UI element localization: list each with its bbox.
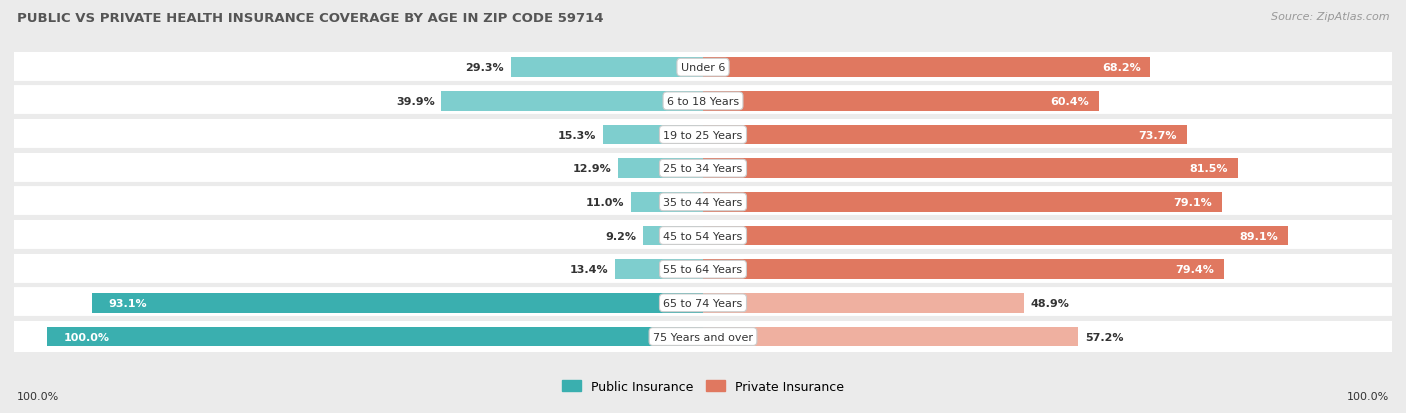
Bar bbox=[14, 153, 1392, 184]
Bar bbox=[46, 327, 703, 347]
Text: 29.3%: 29.3% bbox=[465, 63, 505, 73]
Bar bbox=[703, 192, 1222, 212]
Text: 39.9%: 39.9% bbox=[396, 97, 434, 107]
Bar bbox=[441, 92, 703, 112]
Bar bbox=[14, 321, 1392, 352]
Text: 6 to 18 Years: 6 to 18 Years bbox=[666, 97, 740, 107]
Bar bbox=[14, 254, 1392, 285]
Text: 68.2%: 68.2% bbox=[1102, 63, 1140, 73]
Text: Under 6: Under 6 bbox=[681, 63, 725, 73]
Text: 25 to 34 Years: 25 to 34 Years bbox=[664, 164, 742, 174]
Text: 55 to 64 Years: 55 to 64 Years bbox=[664, 265, 742, 275]
Bar bbox=[631, 192, 703, 212]
Bar bbox=[510, 58, 703, 78]
Bar bbox=[703, 226, 1288, 246]
Bar bbox=[643, 226, 703, 246]
Legend: Public Insurance, Private Insurance: Public Insurance, Private Insurance bbox=[557, 375, 849, 398]
Text: 60.4%: 60.4% bbox=[1050, 97, 1090, 107]
Text: 65 to 74 Years: 65 to 74 Years bbox=[664, 298, 742, 308]
Text: 73.7%: 73.7% bbox=[1139, 130, 1177, 140]
Bar bbox=[14, 288, 1392, 318]
Bar bbox=[14, 221, 1392, 252]
Text: 13.4%: 13.4% bbox=[569, 265, 609, 275]
Text: 100.0%: 100.0% bbox=[17, 391, 59, 401]
Text: 9.2%: 9.2% bbox=[605, 231, 636, 241]
Text: 45 to 54 Years: 45 to 54 Years bbox=[664, 231, 742, 241]
Bar bbox=[14, 187, 1392, 218]
Text: 81.5%: 81.5% bbox=[1189, 164, 1227, 174]
Bar bbox=[614, 260, 703, 279]
Text: 11.0%: 11.0% bbox=[586, 197, 624, 207]
Text: Source: ZipAtlas.com: Source: ZipAtlas.com bbox=[1271, 12, 1389, 22]
Text: 48.9%: 48.9% bbox=[1031, 298, 1070, 308]
Text: 12.9%: 12.9% bbox=[574, 164, 612, 174]
Text: 79.1%: 79.1% bbox=[1174, 197, 1212, 207]
Text: 100.0%: 100.0% bbox=[63, 332, 110, 342]
Text: 89.1%: 89.1% bbox=[1239, 231, 1278, 241]
Bar bbox=[703, 58, 1150, 78]
Bar bbox=[93, 293, 703, 313]
Bar bbox=[14, 120, 1392, 151]
Text: 75 Years and over: 75 Years and over bbox=[652, 332, 754, 342]
Bar bbox=[14, 52, 1392, 83]
Text: 35 to 44 Years: 35 to 44 Years bbox=[664, 197, 742, 207]
Text: PUBLIC VS PRIVATE HEALTH INSURANCE COVERAGE BY AGE IN ZIP CODE 59714: PUBLIC VS PRIVATE HEALTH INSURANCE COVER… bbox=[17, 12, 603, 25]
Bar bbox=[14, 86, 1392, 117]
Text: 19 to 25 Years: 19 to 25 Years bbox=[664, 130, 742, 140]
Bar bbox=[703, 126, 1187, 145]
Text: 93.1%: 93.1% bbox=[108, 298, 148, 308]
Bar bbox=[619, 159, 703, 178]
Bar bbox=[703, 293, 1024, 313]
Text: 79.4%: 79.4% bbox=[1175, 265, 1215, 275]
Bar bbox=[703, 260, 1225, 279]
Bar bbox=[703, 159, 1237, 178]
Bar bbox=[703, 92, 1099, 112]
Text: 100.0%: 100.0% bbox=[1347, 391, 1389, 401]
Bar bbox=[603, 126, 703, 145]
Bar bbox=[703, 327, 1078, 347]
Text: 57.2%: 57.2% bbox=[1085, 332, 1123, 342]
Text: 15.3%: 15.3% bbox=[558, 130, 596, 140]
